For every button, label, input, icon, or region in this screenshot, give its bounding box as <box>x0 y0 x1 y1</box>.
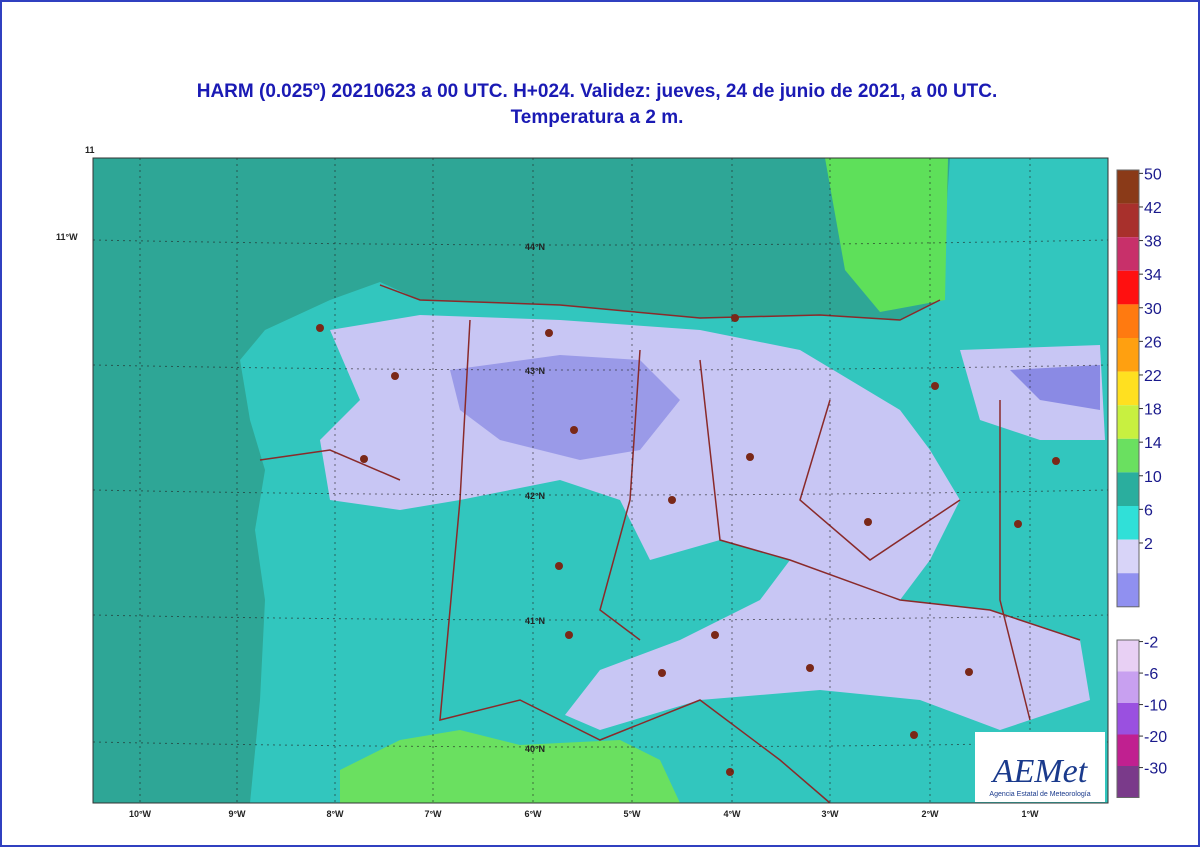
lat-labels: 44°N 43°N 42°N 41°N 40°N <box>525 242 545 754</box>
colorbar-label: 2 <box>1144 536 1153 553</box>
colorbar-segment <box>1117 766 1139 798</box>
lon-label: 3°W <box>821 809 839 819</box>
colorbar-label: 10 <box>1144 469 1162 486</box>
colorbar-segment <box>1117 338 1139 372</box>
colorbar-label: 6 <box>1144 502 1153 519</box>
lon-label: 9°W <box>228 809 246 819</box>
colorbar-segment <box>1117 237 1139 271</box>
colorbar-outline <box>1116 639 1140 798</box>
colorbar-label: -6 <box>1144 666 1158 683</box>
colorbar-segment <box>1117 539 1139 574</box>
title-line: Temperatura a 2 m. <box>511 107 684 128</box>
colorbar-label: 38 <box>1144 234 1162 251</box>
corner-label: 11°W <box>56 232 78 242</box>
colorbar-segment <box>1117 270 1139 305</box>
colorbar-label: -10 <box>1144 698 1167 715</box>
lon-label: 2°W <box>921 809 939 819</box>
colorbar-segment <box>1117 671 1139 703</box>
colorbar-segment <box>1117 506 1139 540</box>
colorbar-label: 34 <box>1144 267 1162 284</box>
colorbar-segment <box>1117 170 1139 204</box>
lon-label: 1°W <box>1021 809 1039 819</box>
lat-label: 41°N <box>525 616 545 626</box>
colorbar-label: 22 <box>1144 368 1162 385</box>
map <box>92 157 1109 804</box>
colorbar-segment <box>1117 472 1139 506</box>
lat-label: 40°N <box>525 744 545 754</box>
lon-label: 4°W <box>723 809 741 819</box>
colorbar-outline <box>1116 169 1140 608</box>
colorbar-label: 14 <box>1144 435 1162 452</box>
colorbar-segment <box>1117 438 1139 473</box>
lon-label: 8°W <box>326 809 344 819</box>
colorbar: 50 42 38 34 30 26 22 18 14 10 6 2 -2 -6 -10 -20 -30 <box>1116 166 1167 798</box>
colorbar-segment <box>1117 640 1139 672</box>
lon-label: 6°W <box>524 809 542 819</box>
lat-label: 42°N <box>525 491 545 501</box>
logo-name: AEMet <box>991 753 1089 790</box>
corner-label: 11 <box>85 145 95 155</box>
logo: AEMet Agencia Estatal de Meteorología <box>975 732 1105 802</box>
colorbar-label: -20 <box>1144 729 1167 746</box>
colorbar-label: 26 <box>1144 334 1162 351</box>
colorbar-segment <box>1117 371 1139 406</box>
colorbar-segment <box>1117 734 1139 766</box>
colorbar-label: 18 <box>1144 402 1162 419</box>
lat-label: 44°N <box>525 242 545 252</box>
lon-label: 5°W <box>623 809 641 819</box>
colorbar-label: -30 <box>1144 761 1167 778</box>
colorbar-label: -2 <box>1144 635 1158 652</box>
colorbar-segment <box>1117 405 1139 439</box>
logo-subtitle: Agencia Estatal de Meteorología <box>989 791 1090 798</box>
lon-labels: 10°W 9°W 8°W 7°W 6°W 5°W 4°W 3°W 2°W 1°W <box>129 809 1039 819</box>
lat-label: 43°N <box>525 366 545 376</box>
colorbar-segment <box>1117 304 1139 338</box>
lon-label: 10°W <box>129 809 152 819</box>
title-line: HARM (0.025º) 20210623 a 00 UTC. H+024. … <box>197 81 998 102</box>
colorbar-segment <box>1117 703 1139 735</box>
colorbar-segment <box>1117 573 1139 607</box>
colorbar-label: 42 <box>1144 200 1162 217</box>
colorbar-label: 50 <box>1144 166 1162 183</box>
lon-label: 7°W <box>424 809 442 819</box>
colorbar-label: 30 <box>1144 301 1162 318</box>
colorbar-segment <box>1117 203 1139 238</box>
